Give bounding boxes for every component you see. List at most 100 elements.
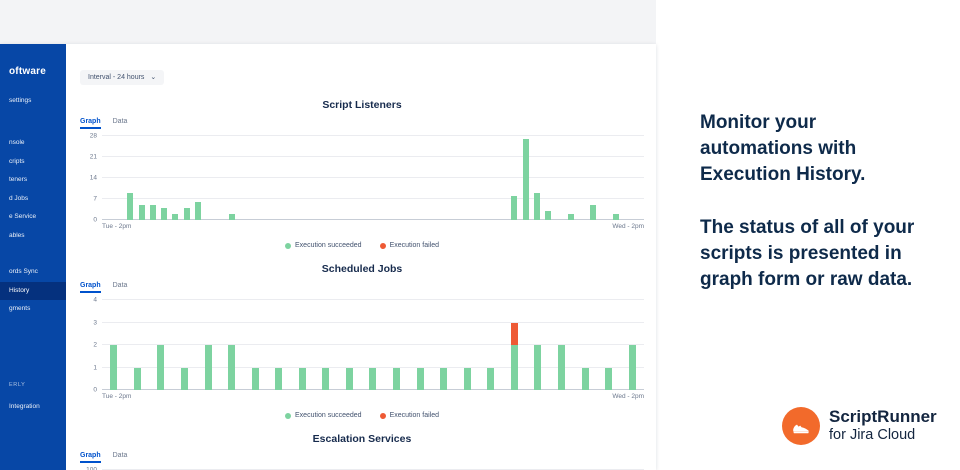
bar-succeeded [522,139,529,220]
sidebar-back-to-settings[interactable]: settings [9,97,32,104]
bar-slot [452,136,463,220]
x-label-start: Tue - 2pm [102,223,132,230]
bar-slot [260,136,271,220]
sidebar-item[interactable]: cripts [9,157,25,165]
marketing-headline: Monitor your automations with Execution … [700,112,866,185]
brand-subtitle: for Jira Cloud [829,427,916,444]
sidebar-item[interactable]: gments [9,305,31,312]
y-tick-label: 1 [93,364,97,371]
gridline [102,366,644,368]
bar-succeeded [416,367,424,390]
chart-section-escalation-services: Escalation Services Graph Data 100 [80,433,644,470]
plot-area [102,135,644,220]
tab-data[interactable]: Data [112,452,128,459]
tab-graph[interactable]: Graph [80,282,101,293]
bar-succeeded [463,367,471,390]
bar-slot [573,300,597,390]
sidebar-item[interactable]: d Jobs [9,194,29,202]
bar-succeeded [275,367,283,390]
bar-succeeded [195,202,202,220]
x-axis-labels: Tue - 2pm Wed - 2pm [102,393,644,400]
bar-slot [113,136,124,220]
bar-slot [432,300,456,390]
sidebar-item[interactable]: ables [9,231,25,239]
gridline [102,299,644,300]
bar-slot [418,136,429,220]
bar-succeeded [440,367,448,390]
gridline [102,344,644,345]
gridline [102,198,644,199]
bar-succeeded [534,345,542,390]
bar-succeeded [613,214,619,220]
bars [102,136,644,220]
y-tick-label: 0 [93,216,97,224]
gridline [102,135,644,136]
bar-failed [510,322,518,345]
bar-slot [192,136,203,220]
sidebar-item[interactable]: History [0,281,66,300]
bar-succeeded [590,205,597,220]
bar-succeeded [322,367,330,390]
bar-slot [503,300,527,390]
marketing-body: The status of all of your scripts is pre… [700,217,915,290]
gridline [102,321,644,323]
bar-succeeded [298,367,306,390]
bar-slot [455,300,479,390]
chart-legend: Execution succeeded Execution failed [80,412,644,419]
interval-select[interactable]: Interval - 24 hours ⌄ [80,70,165,85]
chart-title: Scheduled Jobs [321,263,403,275]
sidebar-items: nsole cripts teners d Jobs e Service ables ord… [0,134,66,319]
sidebar-item-integration[interactable]: Integration [9,403,40,410]
legend-succeeded-label: Execution succeeded [295,242,362,249]
sidebar-item[interactable]: nsole [9,139,25,146]
bar-slot [475,136,486,220]
bar-slot [384,136,395,220]
tab-graph[interactable]: Graph [80,118,101,129]
bar-slot [486,136,497,220]
bar-succeeded [510,345,518,390]
bar-slot [249,136,260,220]
bar-succeeded [533,193,540,220]
bar-succeeded [369,367,377,390]
sidebar-item[interactable]: ords Sync [9,268,38,275]
tab-bar: Graph Data [80,282,644,293]
bar-slot [565,136,576,220]
bar-slot [291,300,315,390]
legend-failed: Execution failed [379,242,439,249]
bar-slot [147,136,158,220]
bar-slot [204,136,215,220]
tab-data[interactable]: Data [112,282,128,289]
bar-slot [373,136,384,220]
bar-chart: 0 1 2 3 4 [80,297,644,394]
bar-slot [136,136,147,220]
bar-slot [267,300,291,390]
sidebar-item[interactable]: e Service [9,213,37,220]
app-window: oftware settings nsole cripts teners d Jobs… [0,44,656,470]
tab-graph[interactable]: Graph [80,452,101,463]
bar-slot [125,136,136,220]
y-tick-label: 100 [86,466,97,470]
legend-succeeded-label: Execution succeeded [295,412,362,419]
y-axis: 0 1 2 3 4 [80,297,102,394]
bar-slot [588,136,599,220]
chart-section-script-listeners: Script Listeners Graph Data 0 7 14 21 28 Tue… [80,99,644,249]
chart-title: Script Listeners [322,99,402,111]
bar-succeeded [628,345,636,390]
bar-slot [479,300,503,390]
bar-succeeded [557,345,565,390]
brand-name: ScriptRunner [829,407,937,427]
bar-slot [464,136,475,220]
x-label-end: Wed - 2pm [612,223,644,230]
bar-succeeded [581,367,589,390]
bar-succeeded [251,367,259,390]
bars [102,300,644,390]
tab-data[interactable]: Data [112,118,128,125]
plot-area [102,299,644,390]
bar-slot [430,136,441,220]
bar-succeeded [228,214,235,220]
bar-succeeded [127,193,134,220]
bar-slot [215,136,226,220]
sidebar-item[interactable]: teners [9,176,28,183]
bar-slot [351,136,362,220]
bar-slot [597,300,621,390]
